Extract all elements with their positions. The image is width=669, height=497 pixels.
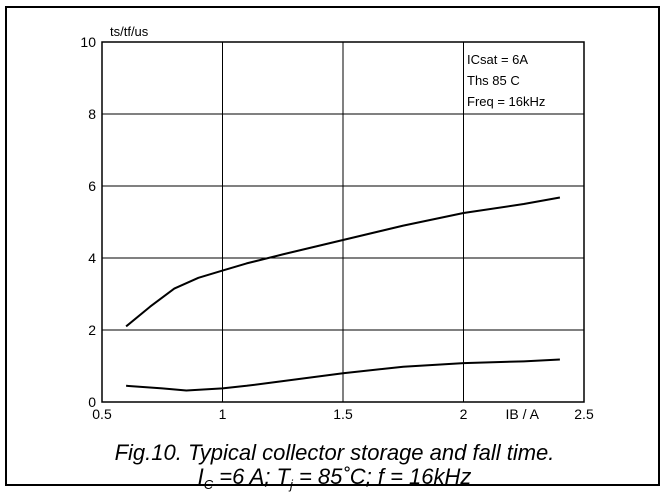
y-tick-label: 8 (88, 106, 96, 122)
annotation-text: Ths 85 C (467, 73, 520, 88)
series-line-1 (125, 196, 561, 328)
y-axis-label: ts/tf/us (110, 24, 149, 39)
x-tick-label: 2.5 (574, 406, 594, 422)
series-group (125, 196, 561, 392)
y-tick-label: 4 (88, 250, 96, 266)
y-tick-label: 2 (88, 322, 96, 338)
tj-symbol: T (276, 464, 290, 489)
ic-subscript: C (203, 477, 214, 492)
ic-symbol: I (197, 464, 204, 489)
plot-border (101, 41, 585, 403)
y-tick-label: 6 (88, 178, 96, 194)
tj-value: = 85˚C; f = 16kHz (292, 464, 472, 489)
y-tick-label: 0 (88, 394, 96, 410)
x-tick-label: 1.5 (333, 406, 353, 422)
x-tick-label: 1 (219, 406, 227, 422)
x-tick-label: 0.5 (92, 406, 112, 422)
annotation-box: ICsat = 6A Ths 85 C Freq = 16kHz (467, 52, 545, 109)
grid (102, 42, 584, 402)
figure-frame (5, 6, 660, 486)
annotation-text: ICsat = 6A (467, 52, 528, 67)
ic-value: =6 A; (213, 464, 277, 489)
y-tick-label: 10 (80, 34, 96, 50)
x-tick-labels: 0.5 1 1.5 2 2.5 (92, 406, 594, 422)
tj-subscript: j (289, 477, 293, 492)
x-tick-label: 2 (460, 406, 468, 422)
series-line-2 (126, 358, 560, 392)
figure-caption-line1: Fig.10. Typical collector storage and fa… (114, 440, 555, 465)
figure-caption-line2: IC =6 A; Tj = 85˚C; f = 16kHz (0, 464, 669, 492)
annotation-text: Freq = 16kHz (467, 94, 545, 109)
x-axis-label: IB / A (506, 406, 540, 422)
y-tick-labels: 0 2 4 6 8 10 (80, 34, 96, 410)
